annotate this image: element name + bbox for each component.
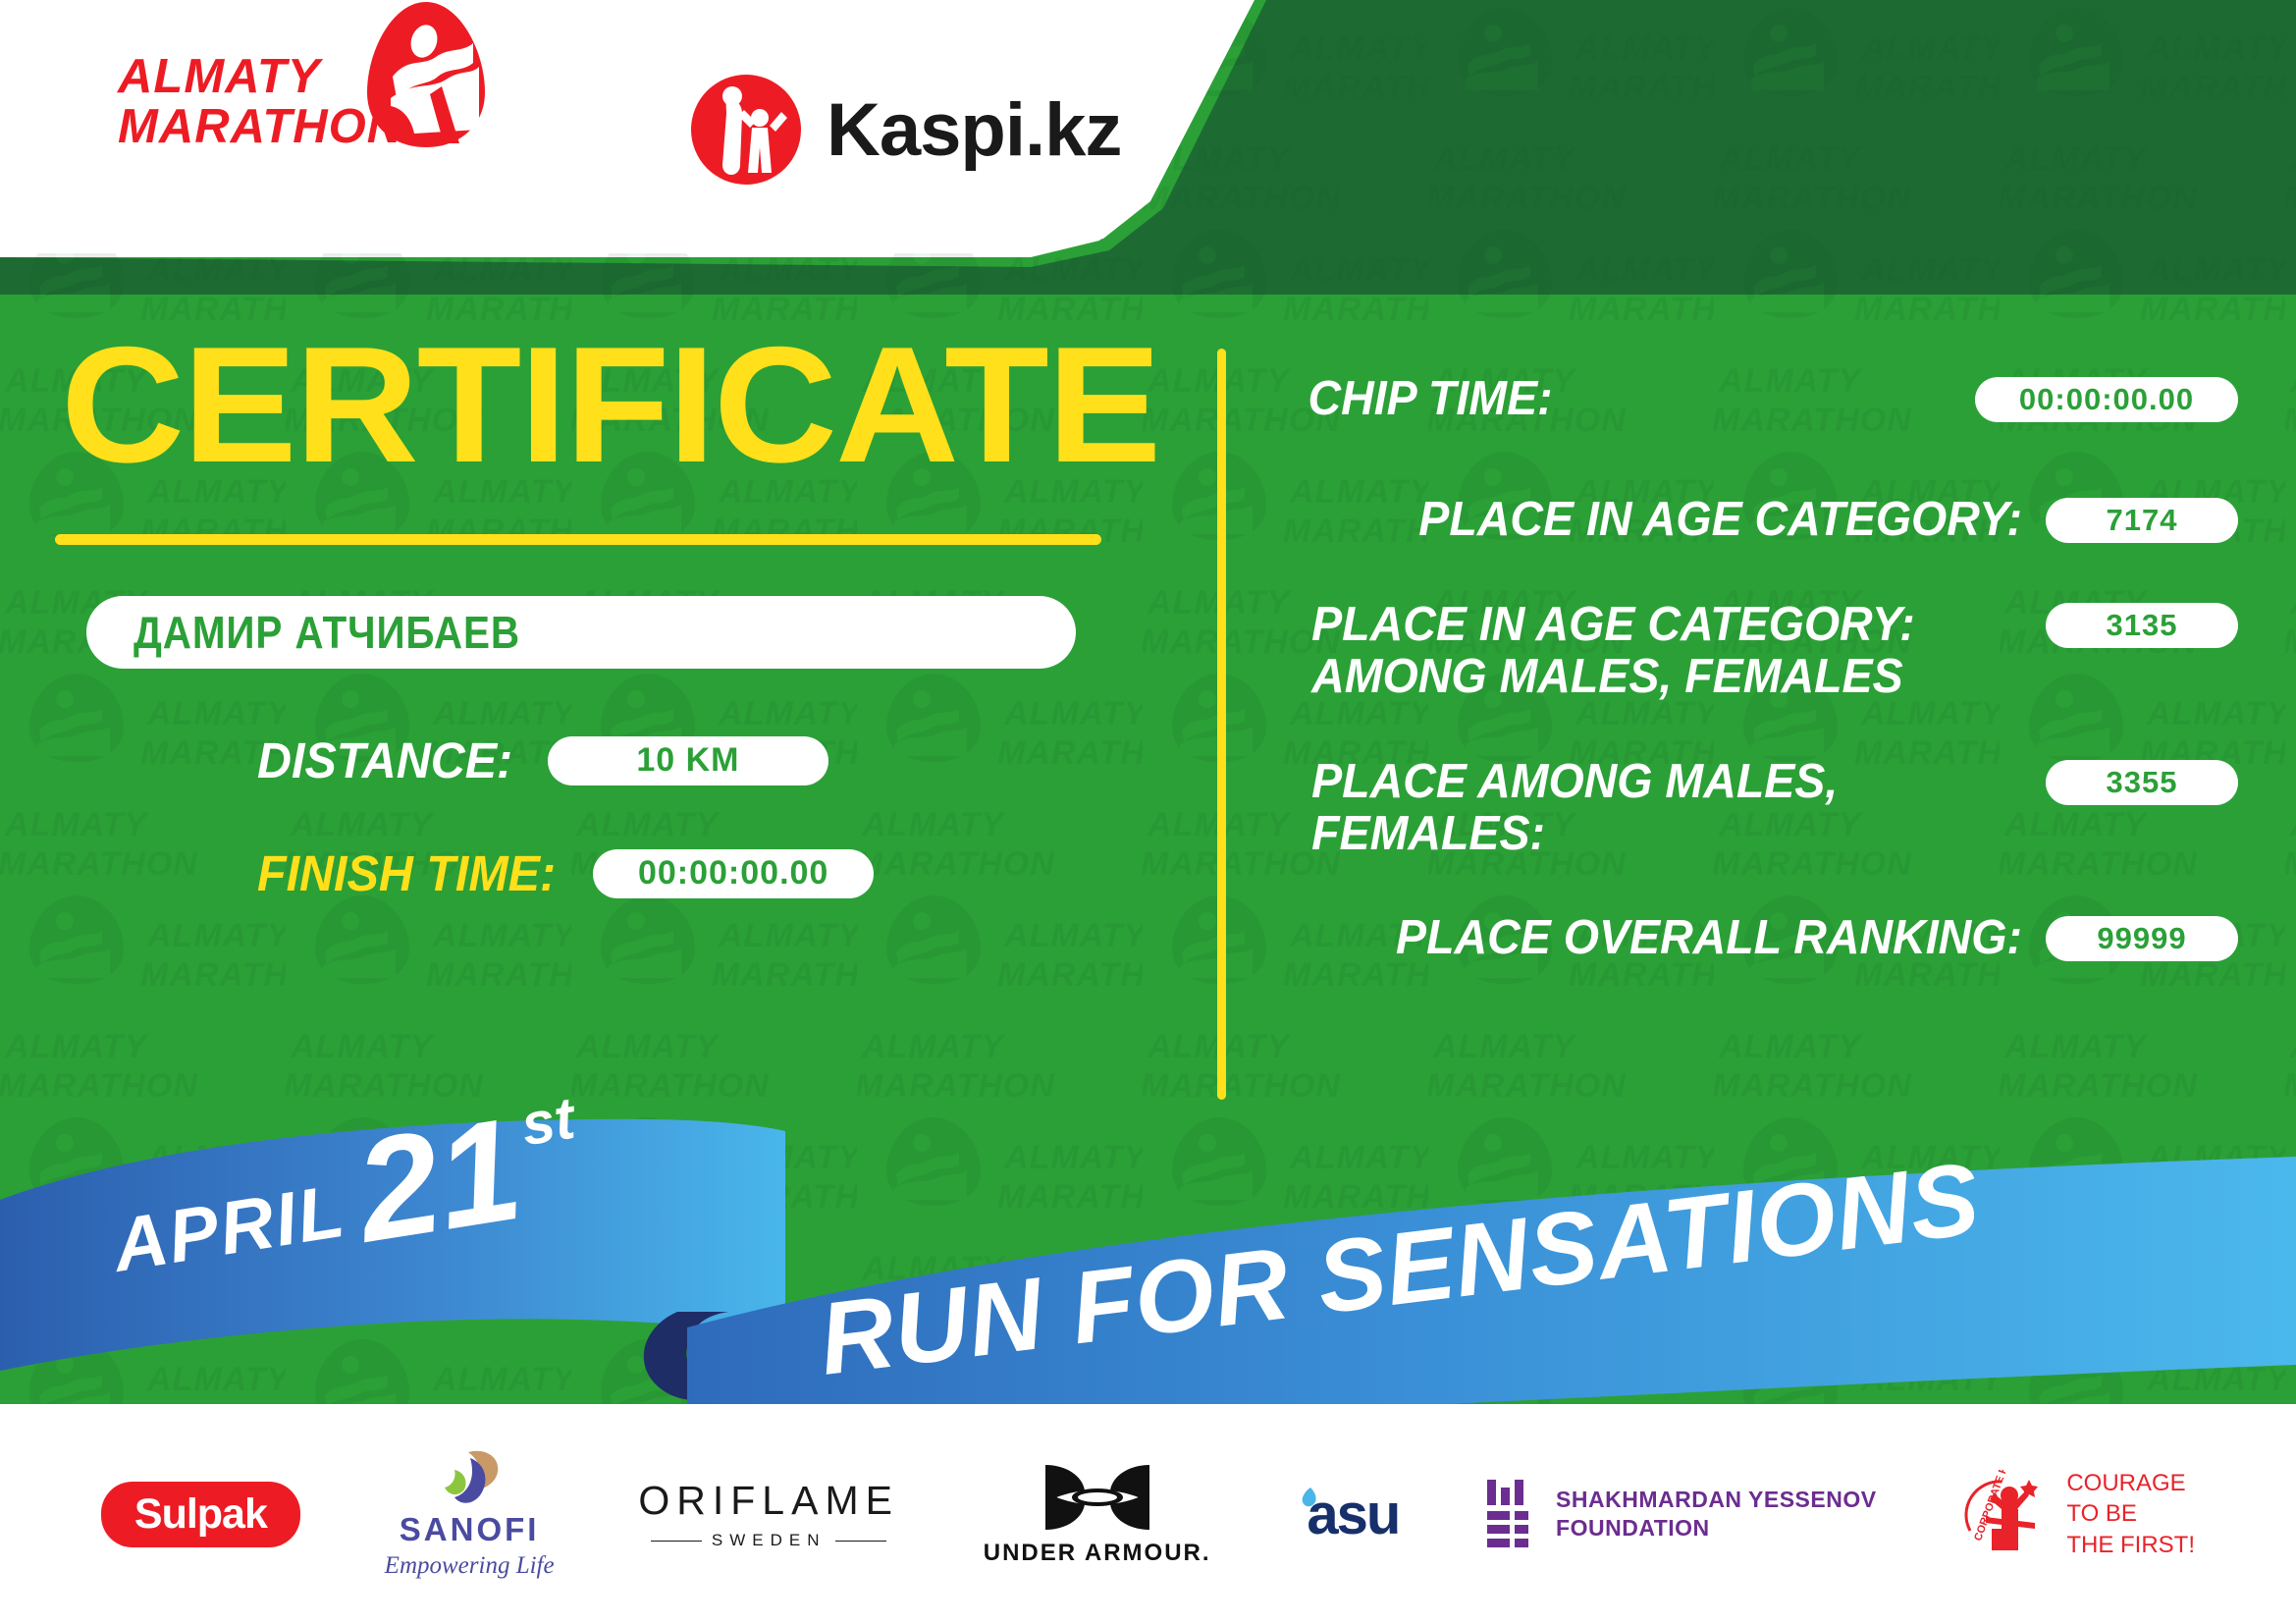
asu-wordmark: asu [1307,1482,1401,1546]
sponsor-shakhmardan-yessenov-foundation: SHAKHMARDAN YESSENOV FOUNDATION [1483,1478,1877,1550]
stat-row-age-category-gender: PLACE IN AGE CATEGORY: AMONG MALES, FEMA… [1256,597,2238,703]
sanofi-bird-icon [445,1450,499,1503]
oriflame-rule-left [650,1540,702,1542]
stat-label-line1: PLACE IN AGE CATEGORY: [1311,597,1915,651]
stat-label-overall-ranking: PLACE OVERALL RANKING: [1396,911,2022,965]
stat-value-age-category-gender: 3135 [2046,602,2238,648]
participant-name-value: ДАМИР АТЧИБАЕВ [133,607,520,658]
yessenov-line2: FOUNDATION [1556,1515,1710,1541]
stats-column: CHIP TIME: 00:00:00.00 PLACE IN AGE CATE… [1256,373,2238,1017]
stat-value-age-category: 7174 [2046,497,2238,543]
yessenov-bars-icon [1487,1480,1529,1547]
kaspi-logo: Kaspi.kz [687,71,1122,189]
participant-name-field: ДАМИР АТЧИБАЕВ [86,596,1076,669]
finish-time-label: FINISH TIME: [257,845,557,901]
under-armour-icon [1044,1465,1149,1530]
stat-label-age-category-gender: PLACE IN AGE CATEGORY: AMONG MALES, FEMA… [1295,597,2022,703]
marathon-logo-line1: ALMATY [118,49,321,103]
stat-label-age-category: PLACE IN AGE CATEGORY: [1418,492,2022,546]
sponsor-sulpak: Sulpak [100,1481,300,1547]
stat-value-overall-ranking: 99999 [2046,916,2238,962]
stat-value-among-gender: 3355 [2046,759,2238,805]
finish-time-value: 00:00:00.00 [593,848,875,898]
sulpak-wordmark: Sulpak [100,1481,300,1547]
courage-line1: COURAGE [2066,1470,2186,1497]
courage-wordmark: COURAGE TO BE THE FIRST! [2066,1468,2195,1560]
stat-row-overall-ranking: PLACE OVERALL RANKING: 99999 [1256,912,2238,964]
courage-runner-icon: CORPORATE FUND [1964,1470,2039,1550]
stat-value-chip-time: 00:00:00.00 [1975,377,2238,422]
stat-label-line2: AMONG MALES, FEMALES [1311,649,1903,703]
under-armour-wordmark: UNDER ARMOUR. [983,1540,1211,1566]
stat-label-line2: FEMALES: [1311,806,1546,860]
sanofi-wordmark: SANOFI [399,1511,540,1547]
kaspi-wordmark: Kaspi.kz [827,87,1122,172]
distance-value: 10 KM [547,735,828,785]
yessenov-wordmark: SHAKHMARDAN YESSENOV FOUNDATION [1556,1486,1877,1543]
finish-time-row: FINISH TIME: 00:00:00.00 [257,844,1178,902]
page-title: CERTIFICATE [61,312,1161,497]
stat-row-age-category: PLACE IN AGE CATEGORY: 7174 [1256,492,2238,546]
almaty-marathon-runner-droplet-icon [367,2,486,147]
ribbon-graphic: APRIL 21 st RUN FOR SENSATIONS [0,1084,2296,1418]
stat-label-among-gender: PLACE AMONG MALES, FEMALES: [1295,754,2022,860]
stat-label-line1: PLACE AMONG MALES, [1311,754,1839,808]
sponsor-sanofi: SANOFI Empowering Life [385,1448,555,1580]
oriflame-rule-right [835,1540,887,1542]
kaspi-figures-circle-icon [691,75,801,185]
sponsor-oriflame: ORIFLAME SWEDEN [638,1478,899,1550]
yessenov-line1: SHAKHMARDAN YESSENOV [1556,1487,1877,1513]
stat-row-among-gender: PLACE AMONG MALES, FEMALES: 3355 [1256,754,2238,860]
left-column: CERTIFICATE ДАМИР АТЧИБАЕВ DISTANCE: 10 … [0,295,1178,902]
sanofi-tagline: Empowering Life [384,1552,555,1579]
marathon-logo-line2: MARATHON [118,100,403,153]
ribbon-ordinal: st [517,1084,582,1158]
distance-row: DISTANCE: 10 KM [257,731,1178,789]
event-ribbon: APRIL 21 st RUN FOR SENSATIONS [0,1080,2296,1434]
sponsor-footer: Sulpak SANOFI Empowering Life ORIFLAME S… [0,1404,2296,1624]
oriflame-sub: SWEDEN [650,1531,887,1550]
sponsor-courage-to-be-the-first: CORPORATE FUND COURAGE TO BE THE FIRST! [1960,1468,2195,1560]
sponsor-under-armour: UNDER ARMOUR. [984,1461,1211,1567]
courage-line2: TO BE [2066,1500,2137,1528]
distance-label: DISTANCE: [257,732,513,788]
courage-line3: THE FIRST! [2066,1531,2196,1558]
sponsor-asu: asu [1295,1482,1401,1547]
title-divider-rule [55,534,1101,545]
header-white-panel [0,0,1255,253]
stat-row-chip-time: CHIP TIME: 00:00:00.00 [1256,373,2238,425]
stat-label-chip-time: CHIP TIME: [1308,372,1553,425]
almaty-marathon-logo: ALMATY MARATHON [118,2,495,153]
asu-droplet-icon [1302,1488,1316,1507]
oriflame-tagline: SWEDEN [711,1531,827,1549]
vertical-divider [1217,349,1226,1100]
oriflame-wordmark: ORIFLAME [638,1478,899,1523]
ribbon-day: 21 [344,1088,531,1273]
